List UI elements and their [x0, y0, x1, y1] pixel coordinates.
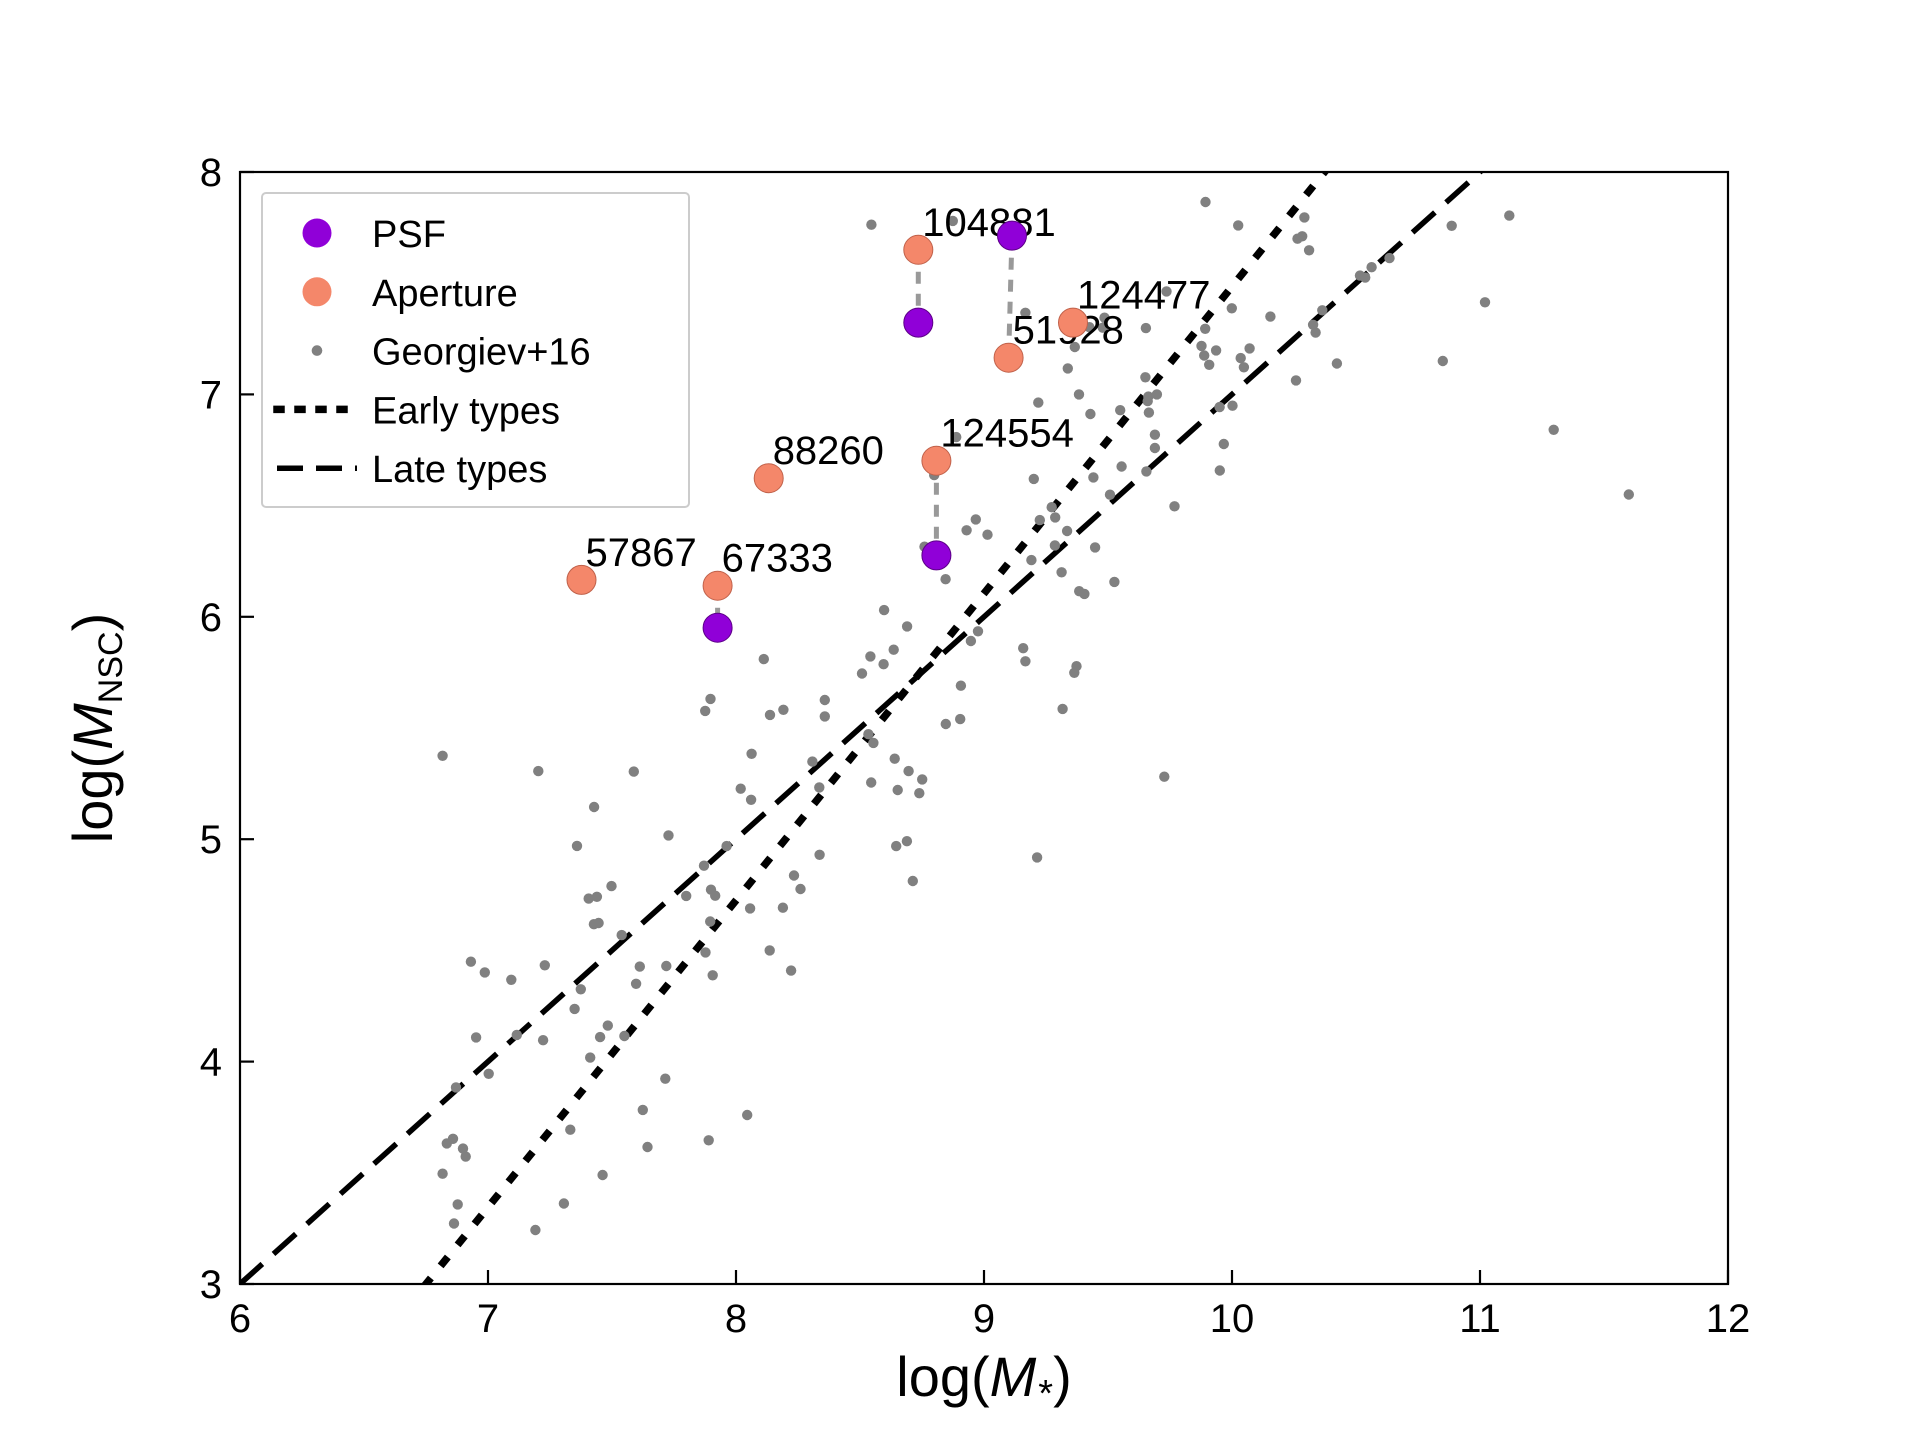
svg-text:3: 3 — [200, 1263, 222, 1307]
svg-text:5: 5 — [200, 818, 222, 862]
svg-text:10: 10 — [1210, 1297, 1255, 1341]
svg-text:57867: 57867 — [586, 531, 697, 575]
svg-text:log(M*): log(M*) — [896, 1345, 1072, 1415]
svg-text:7: 7 — [477, 1297, 499, 1341]
svg-text:104881: 104881 — [922, 201, 1055, 245]
svg-text:Aperture: Aperture — [372, 273, 518, 315]
svg-text:PSF: PSF — [372, 214, 446, 256]
svg-text:Early types: Early types — [372, 390, 560, 432]
svg-text:124477: 124477 — [1077, 274, 1210, 318]
svg-text:8: 8 — [725, 1297, 747, 1341]
svg-text:Georgiev+16: Georgiev+16 — [372, 332, 591, 374]
svg-text:8: 8 — [200, 151, 222, 195]
svg-text:7: 7 — [200, 373, 222, 417]
svg-text:log(MNSC): log(MNSC) — [61, 613, 130, 844]
svg-text:67333: 67333 — [722, 537, 833, 581]
svg-text:4: 4 — [200, 1041, 222, 1085]
svg-text:6: 6 — [200, 596, 222, 640]
svg-text:Late types: Late types — [372, 449, 547, 491]
svg-text:12: 12 — [1706, 1297, 1751, 1341]
svg-text:9: 9 — [973, 1297, 995, 1341]
svg-text:124554: 124554 — [940, 412, 1073, 456]
svg-text:88260: 88260 — [773, 429, 884, 473]
svg-text:11: 11 — [1459, 1297, 1501, 1341]
svg-text:6: 6 — [229, 1297, 251, 1341]
